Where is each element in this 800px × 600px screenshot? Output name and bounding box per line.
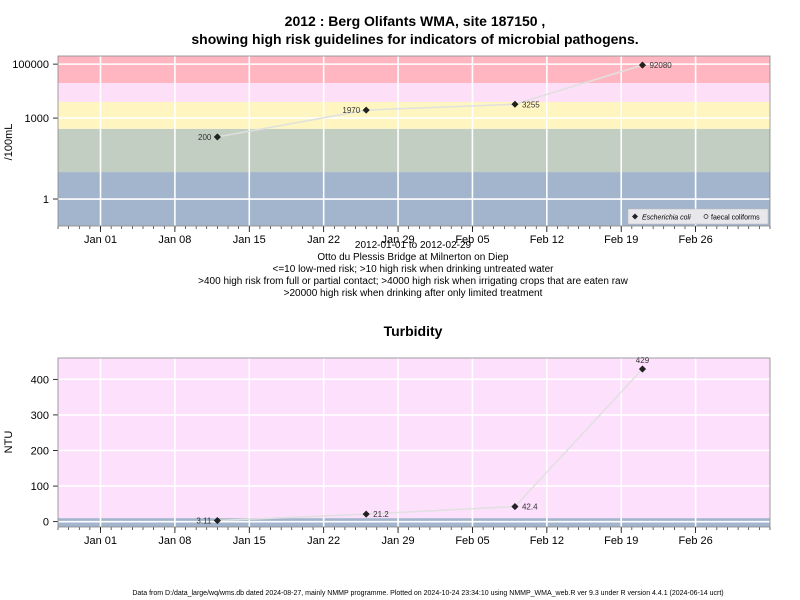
x-tick-label: Feb 19: [604, 234, 638, 246]
data-point: [511, 502, 519, 511]
y-axis-label-bottom: NTU: [3, 431, 15, 454]
x-tick-label: Jan 08: [158, 234, 191, 246]
ecoli-panel: Jan 01 Jan 08 Jan 15 Jan 22 Jan 29 Feb 05 Feb …: [12, 55, 771, 246]
footer-note: Data from D:/data_large/wq/wms.db dated …: [132, 590, 723, 597]
data-label: 1970: [342, 106, 360, 115]
data-point: [638, 61, 647, 69]
plot-frame: [57, 55, 771, 227]
turbidity-title: Turbidity: [384, 323, 443, 339]
data-point: [213, 516, 221, 525]
risk-band: [58, 128, 770, 173]
y-tick-label: 300: [31, 410, 49, 422]
x-tick-label: Jan 29: [382, 234, 415, 246]
chart-title-line1: 2012 : Berg Olifants WMA, site 187150 ,: [285, 13, 546, 29]
y-tick-label: 200: [31, 446, 49, 458]
y-tick-label: 0: [43, 517, 49, 529]
data-label: 42.4: [522, 503, 538, 512]
risk-band: [58, 358, 770, 519]
x-tick-label: Feb 26: [678, 234, 712, 246]
risk-band: [58, 518, 770, 527]
subtitle-site: Otto du Plessis Bridge at Milnerton on D…: [317, 252, 509, 263]
y-tick-label: 1000: [25, 113, 49, 125]
x-tick-label: Jan 15: [233, 234, 266, 246]
data-label: 92080: [649, 61, 672, 70]
subtitle-guideline-1: <=10 low-med risk; >10 high risk when dr…: [273, 264, 555, 275]
risk-band: [58, 101, 770, 129]
chart-title-line2: showing high risk guidelines for indicat…: [191, 31, 638, 47]
x-tick-label: Feb 12: [530, 535, 564, 547]
x-tick-label: Feb 19: [604, 535, 638, 547]
legend-label-faecal: faecal coliforms: [711, 215, 760, 222]
x-tick-label: Jan 15: [233, 535, 266, 547]
x-tick-label: Feb 26: [678, 535, 712, 547]
subtitle-date-range: 2012-01-01 to 2012-02-29: [355, 240, 472, 251]
data-label: 200: [198, 133, 212, 142]
y-tick-label: 1: [43, 194, 49, 206]
x-tick-label: Jan 01: [84, 535, 117, 547]
data-point: [511, 100, 519, 108]
y-tick-label: 400: [31, 374, 49, 386]
subtitle-guideline-3: >20000 high risk when drinking after onl…: [284, 288, 543, 299]
x-tick-label: Jan 22: [307, 535, 340, 547]
data-point: [362, 106, 370, 114]
x-tick-label: Jan 08: [158, 535, 191, 547]
data-point: [213, 133, 221, 141]
data-point: [362, 510, 370, 518]
data-label: 429: [636, 356, 650, 365]
risk-band: [58, 82, 770, 102]
series-line: [217, 64, 643, 138]
risk-band: [58, 56, 770, 83]
x-tick-label: Feb 12: [530, 234, 564, 246]
legend-label-ecoli: Escherichia coli: [642, 215, 691, 222]
x-tick-label: Jan 29: [382, 535, 415, 547]
x-tick-label: Jan 01: [84, 234, 117, 246]
series-line: [217, 368, 644, 522]
plot-frame: [57, 357, 771, 528]
x-tick-label: Feb 05: [455, 535, 489, 547]
y-axis-label-top: /100mL: [3, 124, 15, 161]
y-tick-label: 100: [31, 481, 49, 493]
y-tick-label: 100000: [12, 59, 49, 71]
data-label: 3255: [522, 100, 540, 109]
data-label: 21.2: [373, 510, 389, 519]
turbidity-panel: Jan 01 Jan 08 Jan 15 Jan 22 Jan 29 Feb 05 Feb …: [31, 356, 771, 547]
subtitle-guideline-2: >400 high risk from full or partial cont…: [198, 276, 628, 287]
data-point: [638, 365, 647, 373]
x-tick-label: Feb 05: [455, 234, 489, 246]
data-label: 3.11: [196, 517, 212, 526]
legend-marker-faecal: [703, 214, 709, 219]
x-tick-label: Jan 22: [307, 234, 340, 246]
legend-marker-ecoli: [632, 213, 638, 220]
legend-box: [627, 208, 769, 225]
